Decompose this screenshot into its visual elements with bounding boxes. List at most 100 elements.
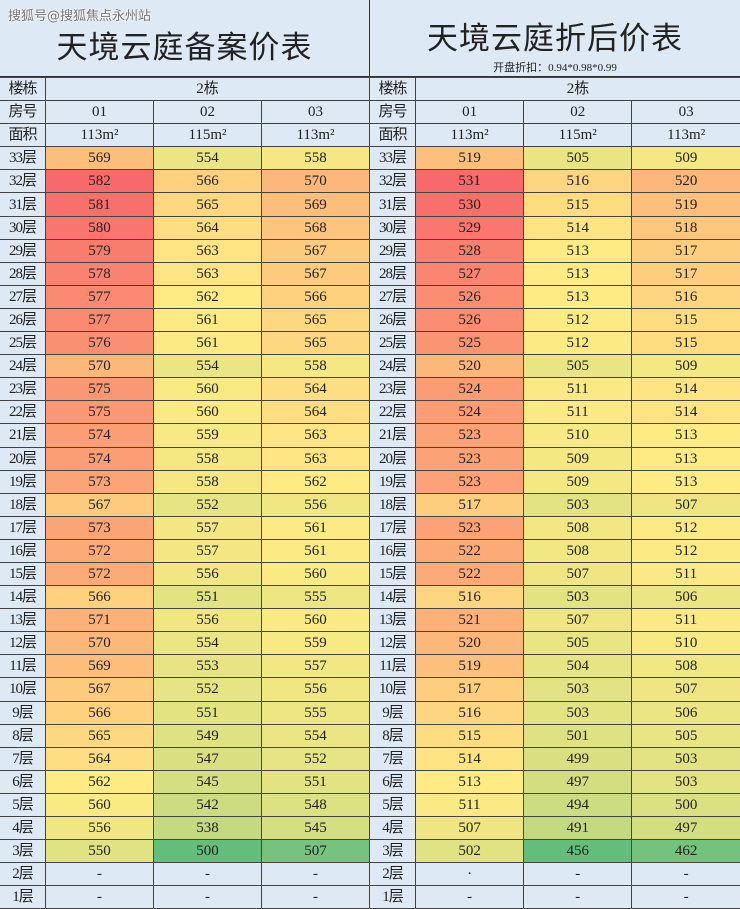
watermark: 搜狐号@搜狐焦点永州站: [8, 5, 151, 24]
floor-label: 20层: [370, 447, 416, 470]
price-cell: 519: [416, 147, 524, 170]
price-cell: 505: [524, 632, 632, 655]
floor-label: 33层: [370, 147, 416, 170]
price-cell: -: [416, 886, 524, 909]
price-cell: 497: [632, 817, 740, 840]
price-cell: 515: [632, 332, 740, 355]
room-number: 01: [416, 101, 524, 124]
price-cell: 520: [416, 632, 524, 655]
price-cell: 565: [46, 724, 154, 747]
price-cell: 577: [46, 308, 154, 331]
price-cell: 577: [46, 285, 154, 308]
price-cell: 558: [154, 447, 262, 470]
price-cell: 512: [524, 332, 632, 355]
price-cell: 521: [416, 609, 524, 632]
floor-label: 28层: [370, 262, 416, 285]
price-cell: 507: [262, 840, 370, 863]
price-cell: 542: [154, 793, 262, 816]
price-cell: 509: [524, 447, 632, 470]
room-number: 02: [154, 101, 262, 124]
price-cell: 549: [154, 724, 262, 747]
floor-label: 19层: [370, 470, 416, 493]
price-cell: 572: [46, 539, 154, 562]
price-cell: 462: [632, 840, 740, 863]
price-cell: 501: [524, 724, 632, 747]
price-cell: 545: [262, 817, 370, 840]
floor-label: 16层: [370, 539, 416, 562]
price-cell: 569: [262, 193, 370, 216]
price-cell: 522: [416, 539, 524, 562]
building-label: 楼栋: [0, 78, 46, 101]
price-cell: -: [46, 886, 154, 909]
floor-label: 22层: [0, 401, 46, 424]
price-cell: 456: [524, 840, 632, 863]
price-cell: 560: [262, 562, 370, 585]
floor-row: 2层·--: [370, 863, 740, 886]
price-cell: 576: [46, 332, 154, 355]
floor-label: 3层: [370, 840, 416, 863]
price-cell: 510: [524, 424, 632, 447]
price-cell: 566: [154, 170, 262, 193]
price-cell: 565: [154, 193, 262, 216]
price-cell: 573: [46, 470, 154, 493]
price-cell: 517: [632, 262, 740, 285]
price-cell: 547: [154, 747, 262, 770]
price-cell: 538: [154, 817, 262, 840]
price-cell: 558: [154, 470, 262, 493]
price-cell: -: [46, 863, 154, 886]
floor-label: 33层: [0, 147, 46, 170]
price-cell: 568: [262, 216, 370, 239]
price-cell: 554: [154, 355, 262, 378]
room-label: 房号: [370, 101, 416, 124]
area-value: 115m²: [524, 124, 632, 147]
floor-label: 1层: [0, 886, 46, 909]
price-cell: 561: [154, 332, 262, 355]
price-cell: 564: [154, 216, 262, 239]
price-cell: 519: [416, 655, 524, 678]
price-cell: 512: [524, 308, 632, 331]
area-label: 面积: [0, 124, 46, 147]
price-cell: 554: [154, 147, 262, 170]
floor-label: 7层: [370, 747, 416, 770]
price-cell: 491: [524, 817, 632, 840]
price-cell: 522: [416, 562, 524, 585]
price-cell: 519: [632, 193, 740, 216]
floor-label: 12层: [0, 632, 46, 655]
price-cell: 503: [524, 678, 632, 701]
price-cell: 572: [46, 562, 154, 585]
area-value: 113m²: [416, 124, 524, 147]
price-cell: 559: [154, 424, 262, 447]
price-cell: 515: [524, 193, 632, 216]
price-cell: 580: [46, 216, 154, 239]
price-cell: 574: [46, 424, 154, 447]
floor-label: 22层: [370, 401, 416, 424]
price-cell: 570: [262, 170, 370, 193]
price-cell: 513: [524, 285, 632, 308]
price-cell: 557: [154, 539, 262, 562]
price-cell: 560: [154, 401, 262, 424]
price-cell: 545: [154, 770, 262, 793]
price-cell: 566: [262, 285, 370, 308]
floor-label: 30层: [370, 216, 416, 239]
area-value: 113m²: [632, 124, 740, 147]
price-cell: 500: [154, 840, 262, 863]
floor-label: 15层: [0, 562, 46, 585]
